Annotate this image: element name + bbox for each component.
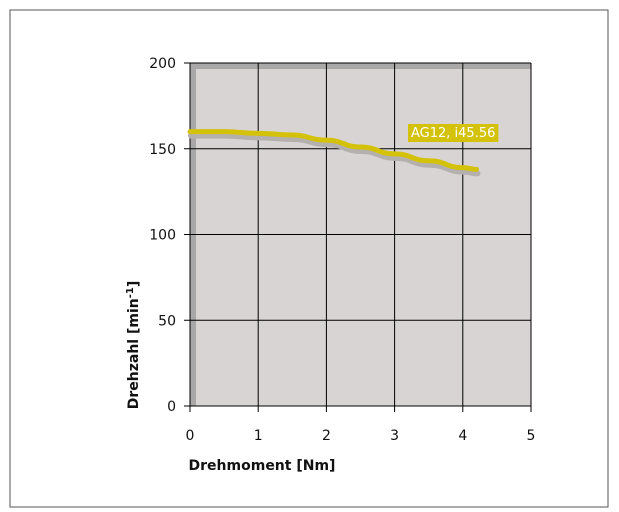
series-line — [187, 129, 479, 172]
y-tick-label: 50 — [158, 313, 176, 329]
y-tick-label: 150 — [149, 142, 176, 158]
y-tick-label: 200 — [149, 56, 176, 72]
data-point — [257, 132, 259, 134]
data-point — [360, 146, 361, 148]
data-point — [462, 167, 464, 169]
series-layer — [187, 129, 481, 177]
x-tick-label: 3 — [390, 428, 399, 444]
x-tick-label: 5 — [527, 428, 536, 444]
x-tick-label: 4 — [458, 428, 467, 444]
data-point — [325, 139, 327, 141]
data-point — [291, 134, 293, 136]
y-axis-title-close: ] — [126, 281, 142, 287]
data-point — [223, 131, 225, 133]
y-ticks: 0 50 100 150 200 — [149, 56, 176, 415]
annotation-label: AG12, i45.56 — [411, 126, 495, 141]
x-axis-title: Drehmoment [Nm] — [189, 458, 336, 474]
y-axis-title: Drehzahl [min-1] — [125, 281, 143, 410]
y-axis-title-main: Drehzahl [min — [126, 298, 142, 409]
x-tick-label: 1 — [254, 428, 263, 444]
data-point — [428, 160, 430, 162]
data-point — [189, 131, 191, 133]
annotation-background — [408, 124, 499, 142]
series-annotation: AG12, i45.56 — [408, 124, 499, 142]
y-axis-title-superscript: -1 — [125, 287, 136, 298]
series-line-shadow — [188, 132, 481, 177]
data-point — [394, 153, 396, 155]
x-ticks: 0 1 2 3 4 5 — [186, 428, 536, 444]
y-tick-label: 0 — [167, 399, 176, 415]
x-tick-label: 2 — [322, 428, 331, 444]
plot-background — [196, 69, 531, 406]
data-point — [475, 168, 477, 170]
x-tick-label: 0 — [186, 428, 195, 444]
y-tick-label: 100 — [149, 228, 176, 244]
grid — [184, 62, 532, 412]
